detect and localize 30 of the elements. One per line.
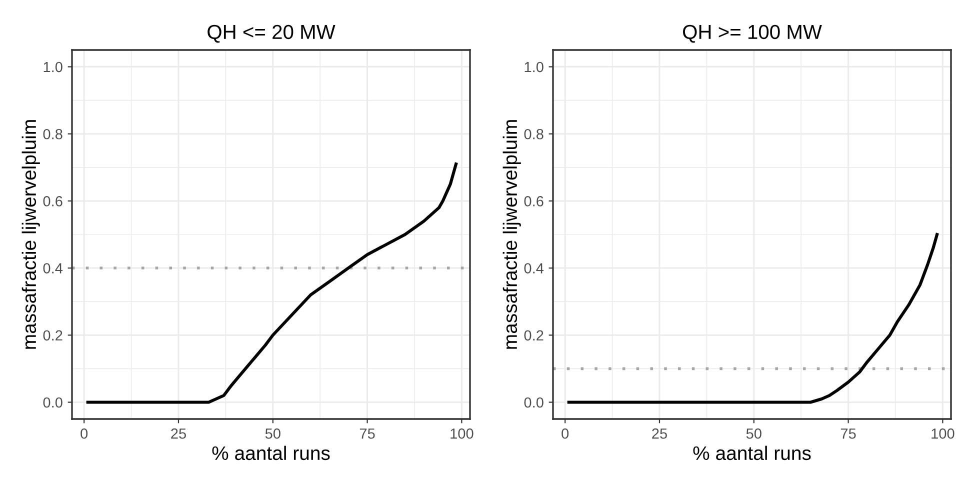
y-tick-label: 0.4 (43, 263, 63, 274)
y-tick-label: 0.6 (524, 196, 544, 206)
y-tick-label: 0.8 (524, 128, 544, 140)
y-tick-label: 0.2 (43, 330, 62, 341)
y-tick-label: 0.6 (43, 196, 62, 206)
y-tick-label: 0.0 (43, 397, 62, 408)
y-tick-label: 0.0 (524, 397, 544, 408)
x-axis-title: % aantal runs (693, 446, 811, 460)
x-tick-label: 100 (450, 428, 474, 439)
x-tick-label: 100 (932, 428, 954, 439)
line-series (567, 232, 939, 404)
y-tick-label: 0.8 (43, 128, 62, 140)
x-tick-label: 50 (746, 428, 762, 439)
y-tick-label: 0.4 (524, 263, 544, 274)
x-tick-label: 75 (840, 428, 856, 439)
line-series (86, 162, 458, 404)
chart-title: QH <= 20 MW (208, 24, 336, 43)
y-tick-label: 1.0 (44, 62, 62, 72)
x-tick-label: 25 (652, 428, 667, 439)
x-tick-label: 0 (562, 428, 569, 439)
y-axis-title: massafractie lijwervelpluim (22, 120, 40, 349)
y-axis-title: massafractie lijwervelpluim (502, 120, 521, 349)
y-tick-label: 1.0 (524, 62, 544, 72)
x-axis-title: % aantal runs (212, 446, 330, 460)
x-tick-label: 75 (360, 428, 375, 439)
x-tick-label: 0 (80, 428, 88, 439)
x-tick-label: 50 (265, 428, 280, 439)
chart-title: QH >= 100 MW (683, 24, 822, 43)
x-tick-label: 25 (171, 428, 186, 439)
y-tick-label: 0.2 (524, 330, 544, 341)
